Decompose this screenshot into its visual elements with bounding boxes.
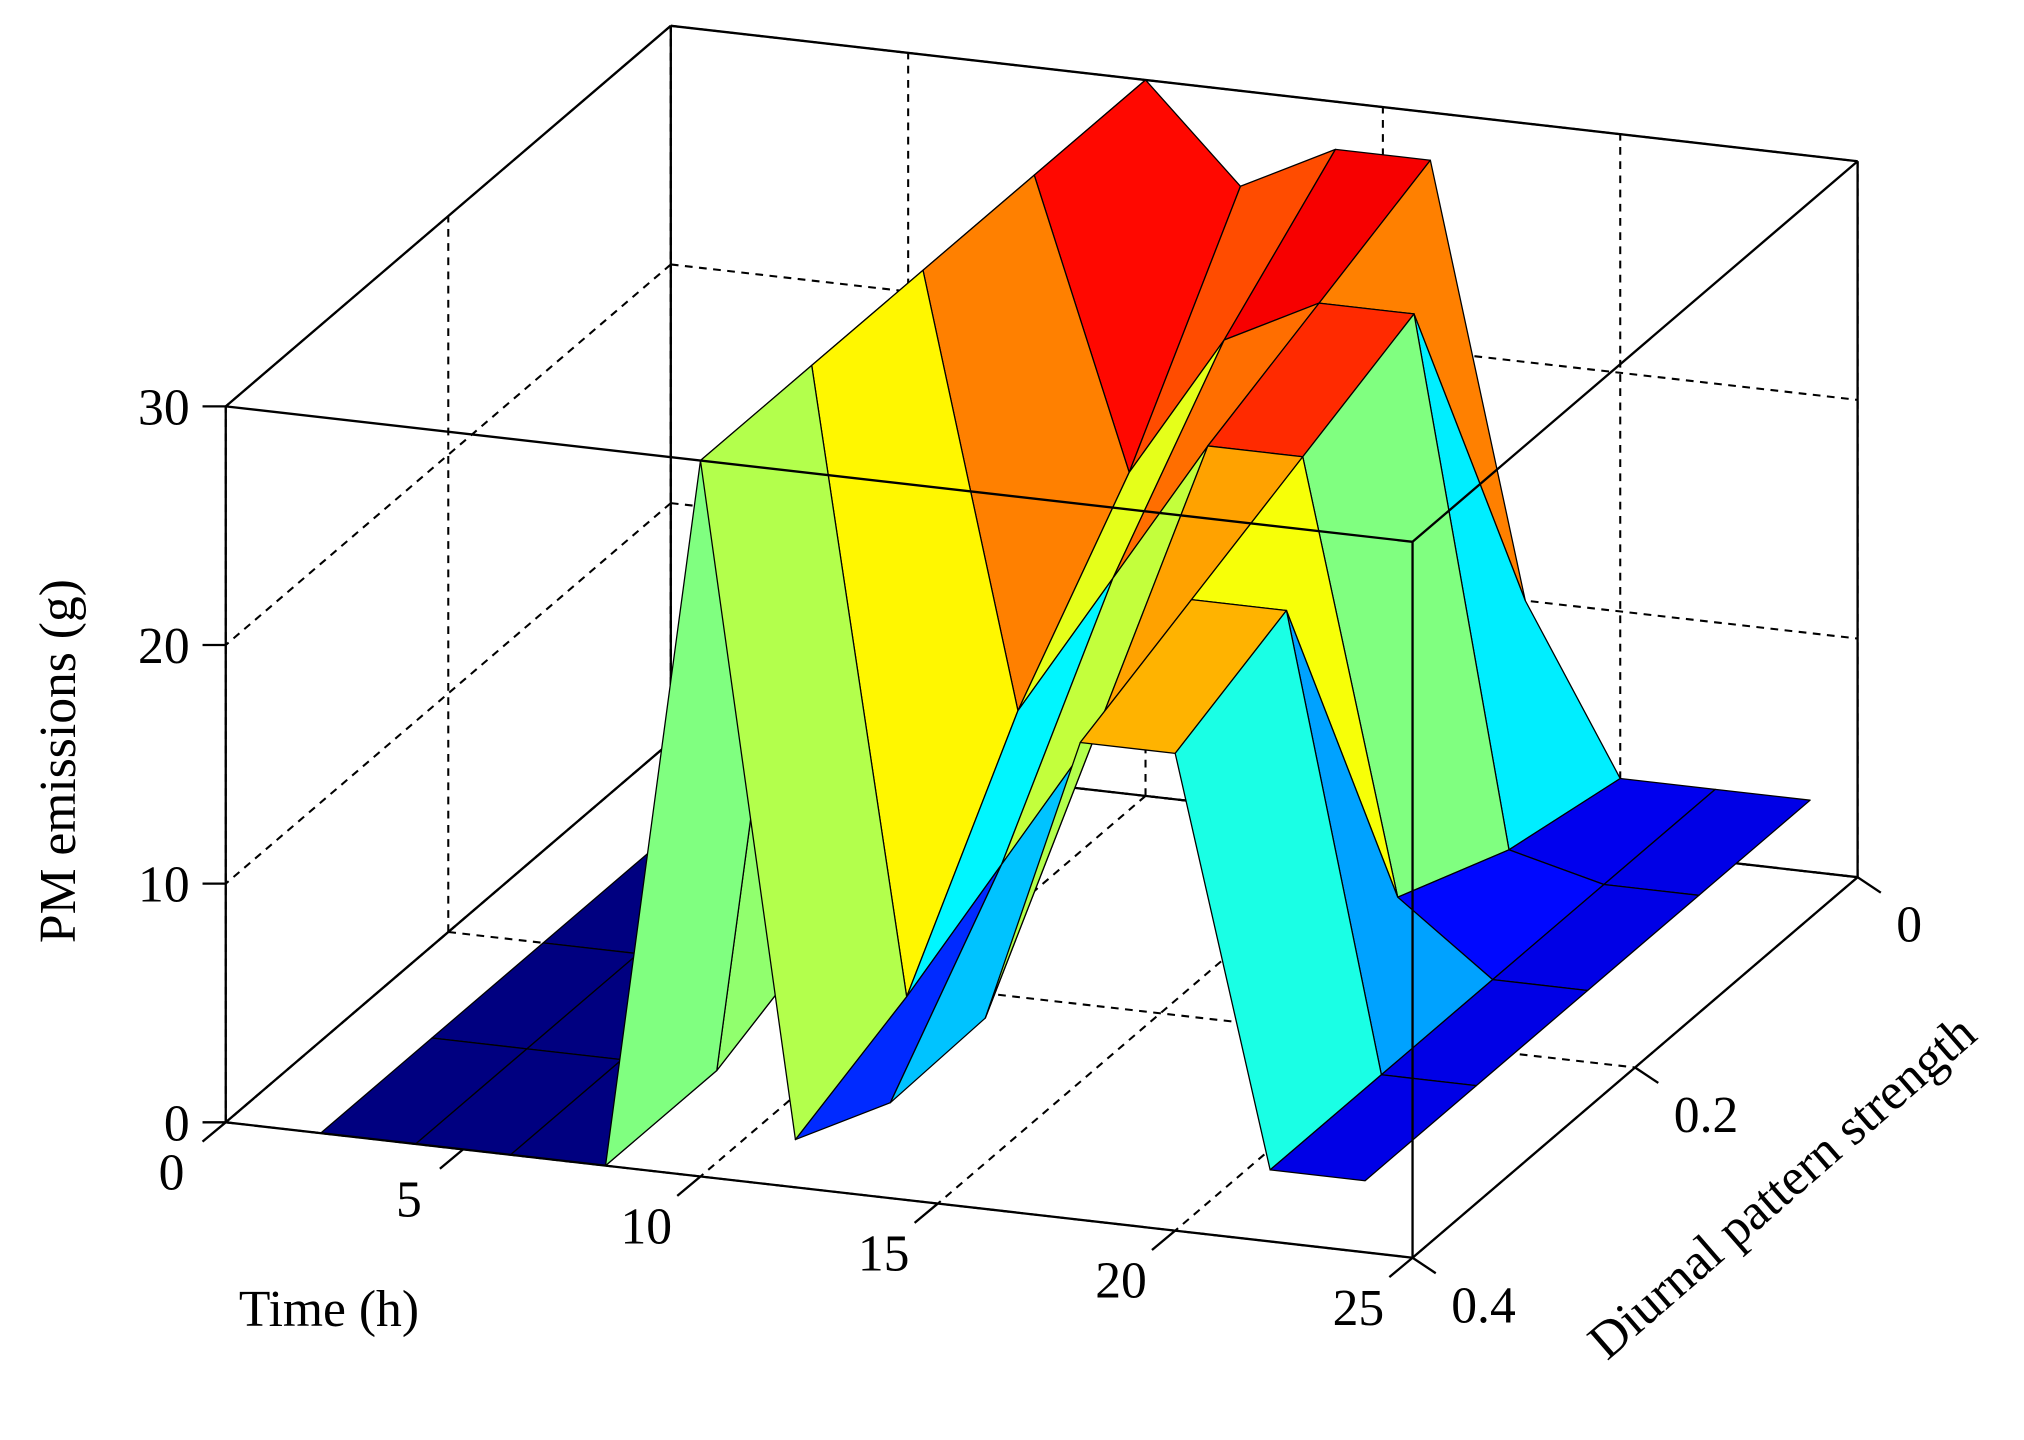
- x-tick-label: 5: [396, 1171, 422, 1228]
- x-tick: [201, 1121, 227, 1143]
- box-edge: [225, 405, 1413, 543]
- y-tick: [1856, 876, 1882, 894]
- z-tick-label: 10: [138, 857, 190, 914]
- grid-line: [670, 24, 1858, 163]
- x-tick: [1388, 1256, 1414, 1278]
- x-tick-label: 25: [1333, 1280, 1385, 1337]
- y-tick: [1411, 1256, 1437, 1275]
- grid-line: [225, 263, 672, 646]
- plot-area: Time (h) PM emissions (g) Diurnal patter…: [30, 24, 1988, 1370]
- y-tick-label: 0.4: [1451, 1277, 1516, 1334]
- grid-line: [225, 25, 672, 408]
- x-tick: [1151, 1229, 1176, 1251]
- y-tick: [1634, 1066, 1659, 1084]
- x-tick-label: 0: [159, 1144, 185, 1201]
- z-tick-label: 30: [138, 379, 190, 436]
- grid-line: [699, 795, 1147, 1178]
- surface-face: [1269, 1074, 1477, 1182]
- x-tick-label: 10: [620, 1199, 672, 1256]
- grid-line: [937, 822, 1384, 1205]
- x-tick: [676, 1175, 702, 1197]
- z-tick-label: 0: [164, 1095, 190, 1152]
- x-tick: [439, 1148, 464, 1170]
- grid-line: [1174, 849, 1621, 1232]
- y-tick-label: 0: [1896, 897, 1922, 954]
- x-tick-label: 20: [1095, 1253, 1147, 1310]
- grid-line: [225, 740, 672, 1124]
- grid-line: [225, 502, 672, 885]
- x-tick: [913, 1202, 939, 1224]
- y-tick-label: 0.2: [1674, 1087, 1739, 1144]
- x-tick-label: 15: [858, 1226, 910, 1283]
- box-edge: [225, 1121, 1413, 1259]
- z-tick-label: 20: [138, 618, 190, 675]
- x-axis-label: Time (h): [239, 1281, 419, 1338]
- y-axis-label: Diurnal pattern strength: [1578, 1004, 1988, 1370]
- box-edge: [1411, 160, 1859, 543]
- z-axis-label: PM emissions (g): [30, 579, 87, 943]
